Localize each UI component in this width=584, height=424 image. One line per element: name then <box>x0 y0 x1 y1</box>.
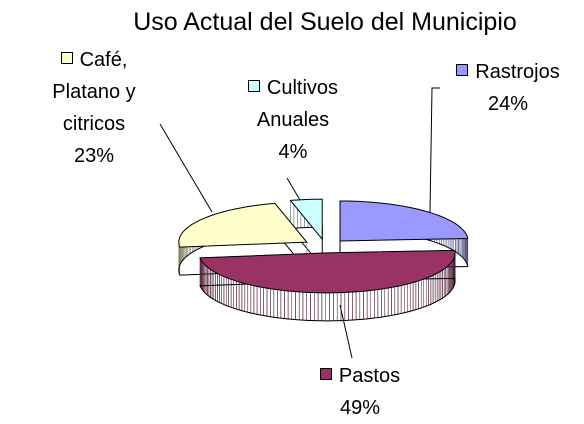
category-label: Cultivos Anuales <box>256 77 339 131</box>
leader-lines <box>159 87 440 359</box>
slice <box>199 249 456 294</box>
value-label: 49% <box>339 397 381 419</box>
label-line: Café, Platano y citricos <box>30 44 158 140</box>
label-line: Pastos <box>290 360 430 392</box>
value-label: 4% <box>278 141 308 163</box>
slice <box>339 200 469 242</box>
leader-line <box>159 123 213 213</box>
chart-title: Uso Actual del Suelo del Municipio <box>133 8 517 36</box>
slice-bottom-edge <box>199 277 456 322</box>
category-label: Rastrojos <box>475 61 560 83</box>
legend-swatch <box>247 80 260 92</box>
value-label: 24% <box>487 93 529 115</box>
value-label: 23% <box>73 145 115 167</box>
legend-swatch <box>456 64 469 76</box>
slice-label: Cultivos Anuales 4% <box>236 72 350 168</box>
leader-line <box>429 87 440 213</box>
slice-label: Pastos 49% <box>290 360 430 424</box>
slice-label: Rastrojos 24% <box>438 56 578 120</box>
category-label: Pastos <box>338 365 401 387</box>
legend-swatch <box>319 368 332 380</box>
leader-line <box>286 177 301 201</box>
leader-line <box>339 304 353 359</box>
slice-label: Café, Platano y citricos 23% <box>30 44 158 172</box>
category-label: Café, Platano y citricos <box>52 49 136 135</box>
label-line: Cultivos Anuales <box>236 72 350 136</box>
legend-swatch <box>60 52 73 64</box>
label-line: Rastrojos <box>438 56 578 88</box>
slice <box>178 202 308 248</box>
slice <box>289 198 323 241</box>
